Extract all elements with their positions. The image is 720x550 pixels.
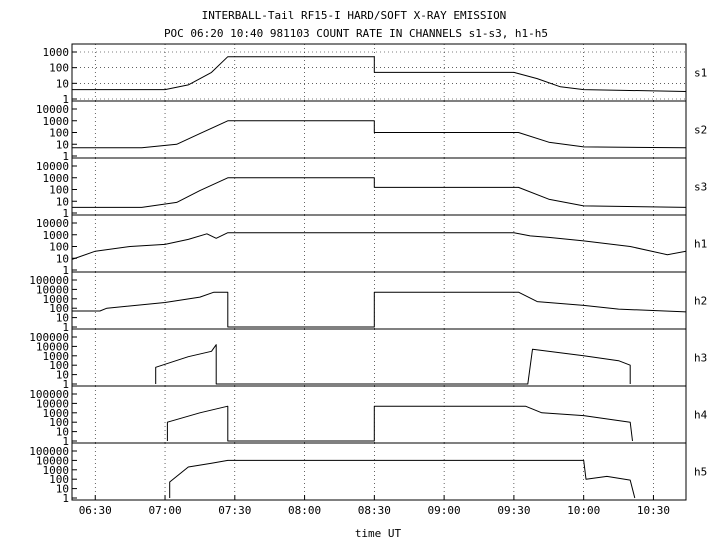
y-tick-label: 10000	[36, 340, 69, 353]
y-tick-label: 100	[49, 241, 69, 254]
x-axis-label: time UT	[355, 527, 402, 540]
y-tick-label: 1	[62, 321, 69, 334]
x-axis: 06:30 07:00 07:30 08:00 08:30 09:00 09:30 10:00…	[79, 495, 670, 517]
y-tick-label: 1	[62, 378, 69, 391]
x-tick-label: 07:00	[148, 504, 181, 517]
y-tick-label: 100	[49, 473, 69, 486]
y-tick-label: 1	[62, 492, 69, 505]
channel-label-h4: h4	[694, 409, 708, 422]
y-tick-label: 10	[56, 138, 69, 151]
channel-label-s3: s3	[694, 181, 707, 194]
y-tick-label: 10	[56, 369, 69, 382]
y-tick-label: 1000	[43, 115, 70, 128]
y-tick-label: 100000	[29, 445, 69, 458]
x-tick-label: 07:30	[218, 504, 251, 517]
channel-label-s2: s2	[694, 124, 707, 137]
y-tick-label: 1000	[43, 46, 70, 59]
x-tick-label: 09:00	[428, 504, 461, 517]
y-tick-label: 1000	[43, 350, 70, 363]
x-tick-label: 10:00	[567, 504, 600, 517]
series-line-h1	[71, 232, 687, 260]
panels: 1000100101s1100001000100101s210000100010…	[29, 43, 708, 505]
channel-label-h3: h3	[694, 352, 707, 365]
panel-frame	[71, 271, 687, 330]
y-tick-label: 10000	[36, 103, 69, 116]
y-tick-label: 100	[49, 127, 69, 140]
y-tick-label: 100	[49, 62, 69, 75]
channel-label-h2: h2	[694, 295, 707, 308]
y-tick-label: 100000	[29, 331, 69, 344]
panel-frame	[71, 385, 687, 444]
series-line-h3	[155, 344, 631, 385]
x-tick-label: 08:00	[288, 504, 321, 517]
series-line-s3	[72, 177, 687, 208]
y-tick-label: 1000	[43, 172, 70, 185]
x-tick-label: 10:30	[637, 504, 670, 517]
y-tick-label: 100000	[29, 388, 69, 401]
y-tick-label: 10	[56, 426, 69, 439]
y-tick-label: 100	[49, 302, 69, 315]
chart-title: INTERBALL-Tail RF15-I HARD/SOFT X-RAY EM…	[202, 9, 507, 22]
series-line-h5	[169, 459, 636, 499]
y-tick-label: 100	[49, 359, 69, 372]
panel-frame	[71, 442, 687, 501]
y-tick-label: 10000	[36, 454, 69, 467]
y-tick-label: 10000	[36, 160, 69, 173]
channel-label-h1: h1	[694, 238, 707, 251]
y-tick-label: 1000	[43, 464, 70, 477]
y-tick-label: 1	[62, 93, 69, 106]
y-tick-label: 1	[62, 207, 69, 220]
panel-frame	[71, 100, 687, 159]
panel-frame	[71, 214, 687, 273]
series-line-h4	[166, 405, 633, 442]
y-tick-label: 100	[49, 416, 69, 429]
series-line-s2	[72, 120, 687, 149]
series-line-s1	[72, 56, 687, 92]
x-tick-label: 09:30	[497, 504, 530, 517]
y-tick-label: 10000	[36, 397, 69, 410]
panel-s1: 1000 100 10 1 s1	[43, 43, 707, 106]
y-tick-label: 100	[49, 184, 69, 197]
y-tick-label: 1000	[43, 229, 70, 242]
y-tick-label: 10	[56, 252, 69, 265]
y-tick-label: 10	[56, 77, 69, 90]
x-tick-label: 08:30	[358, 504, 391, 517]
y-tick-label: 1000	[43, 407, 70, 420]
y-tick-label: 100000	[29, 274, 69, 287]
y-tick-label: 1000	[43, 293, 70, 306]
series-line-h2	[72, 291, 687, 328]
y-tick-label: 10	[56, 483, 69, 496]
y-tick-label: 1	[62, 150, 69, 163]
y-tick-label: 10000	[36, 217, 69, 230]
y-tick-label: 1	[62, 264, 69, 277]
y-tick-label: 10	[56, 195, 69, 208]
y-tick-label: 10	[56, 312, 69, 325]
x-tick-label: 06:30	[79, 504, 112, 517]
y-tick-label: 1	[62, 435, 69, 448]
channel-label-s1: s1	[694, 67, 707, 80]
channel-label-h5: h5	[694, 466, 707, 479]
chart-subtitle: POC 06:20 10:40 981103 COUNT RATE IN CHA…	[164, 27, 548, 40]
y-tick-label: 10000	[36, 283, 69, 296]
